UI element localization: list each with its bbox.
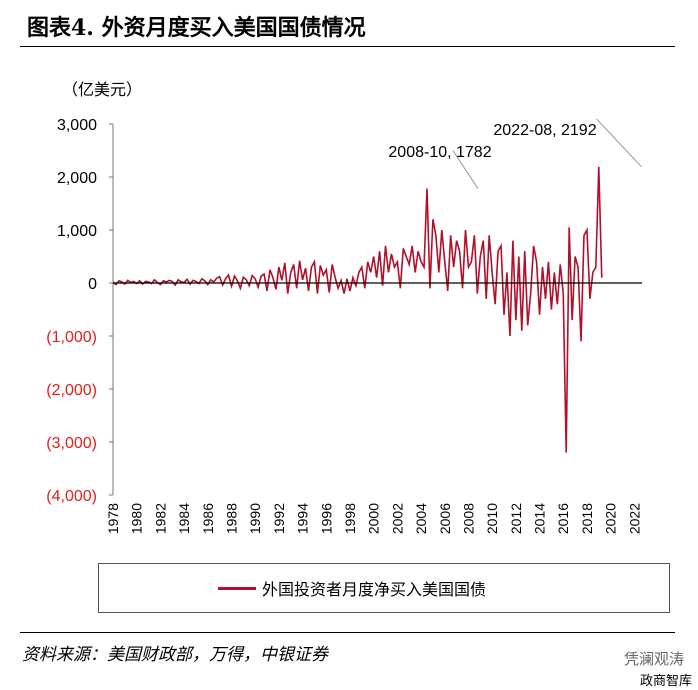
x-tick-label: 2016: [555, 503, 571, 534]
x-tick-label: 1994: [295, 503, 311, 534]
x-tick-label: 2014: [532, 503, 548, 534]
x-tick-label: 1998: [342, 503, 358, 534]
annotation-label: 2008-10, 1782: [388, 144, 491, 161]
x-tick-label: 2006: [437, 503, 453, 534]
annotation-leader: [452, 150, 479, 189]
x-tick-label: 2018: [579, 503, 595, 534]
x-tick-label: 2004: [413, 503, 429, 534]
x-tick-label: 2020: [603, 503, 619, 534]
series-line: [112, 166, 603, 453]
x-tick-label: 2002: [389, 503, 405, 534]
line-chart: 3,000 2,000 1,000 0 (1,000) (2,000) (3,000) (4,…: [46, 117, 642, 534]
y-tick-label: (1,000): [46, 329, 97, 346]
y-tick-label: (2,000): [46, 382, 97, 399]
x-tick-label: 2022: [626, 503, 642, 534]
legend-swatch: [218, 586, 256, 590]
footer-rule: [20, 632, 675, 633]
y-tick-label: 2,000: [57, 170, 97, 187]
x-tick-label: 1980: [129, 503, 145, 534]
annotation-label: 2022-08, 2192: [493, 122, 596, 139]
x-tick-label: 1988: [223, 503, 239, 534]
x-tick-label: 1990: [247, 503, 263, 534]
annotation-leader: [596, 118, 642, 168]
x-tick-label: 1992: [271, 503, 287, 534]
x-tick-label: 2012: [508, 503, 524, 534]
y-unit-label: （亿美元）: [62, 80, 143, 99]
watermark: 凭澜观涛: [623, 651, 684, 668]
x-tick-label: 1984: [176, 503, 192, 534]
y-tick-label: (3,000): [46, 435, 97, 452]
y-tick-label: (4,000): [46, 488, 97, 505]
y-tick-label: 0: [88, 276, 97, 293]
legend: 外国投资者月度净买入美国国债: [218, 576, 486, 600]
legend-label: 外国投资者月度净买入美国国债: [262, 580, 487, 599]
x-tick-label: 1986: [200, 503, 216, 534]
x-tick-label: 1996: [318, 503, 334, 534]
x-tick-label: 1982: [152, 503, 168, 534]
x-tick-label: 2008: [460, 503, 476, 534]
x-tick-label: 2000: [366, 503, 382, 534]
title-rule: [20, 46, 675, 47]
x-tick-label: 2010: [484, 503, 500, 534]
legend-box: [98, 563, 670, 613]
source-note: 资料来源：美国财政部，万得，中银证券: [22, 645, 328, 665]
y-tick-label: 3,000: [57, 117, 97, 134]
y-tick-label: 1,000: [57, 223, 97, 240]
chart-title: 图表4. 外资月度买入美国国债情况: [27, 15, 366, 41]
x-tick-label: 1978: [105, 503, 121, 534]
watermark-2: 政商智库: [639, 674, 692, 689]
